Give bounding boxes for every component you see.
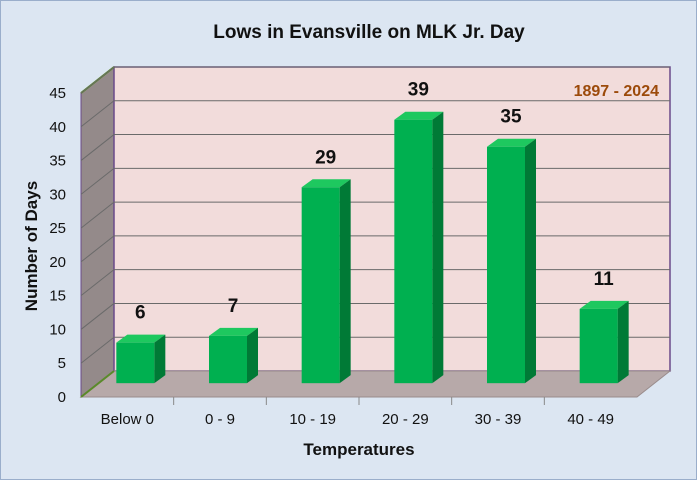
x-tick-label: 20 - 29 [382,411,429,428]
x-tick-label: 0 - 9 [205,411,235,428]
x-axis-label: Temperatures [303,440,414,459]
wall-edge-bottom [80,370,115,398]
data-label: 39 [408,80,429,101]
y-tick-label: 40 [49,119,66,136]
y-axis-ticks: 0 5 10 15 20 25 30 35 40 45 [49,85,66,406]
y-tick-label: 35 [49,153,66,170]
bar [209,327,258,384]
chart-title: Lows in Evansville on MLK Jr. Day [213,22,525,43]
bars [116,111,629,384]
y-tick-label: 20 [49,254,66,271]
bar-side [154,334,166,384]
data-label: 11 [594,269,615,290]
x-tick-label: 30 - 39 [475,411,522,428]
y-tick-label: 15 [49,288,66,305]
bar [487,138,536,384]
x-tick-label: 10 - 19 [289,411,336,428]
bar-front [394,119,433,384]
bar-side [339,179,351,384]
bar-front [116,342,155,384]
data-label: 7 [228,296,239,317]
bar-side [617,300,629,384]
bar-side [525,138,536,384]
bar-front [579,308,618,384]
y-tick-label: 10 [49,321,66,338]
gridline-side [80,66,115,94]
gridline-side [80,100,115,128]
bar-top [301,179,351,188]
x-tick-label: 40 - 49 [567,411,614,428]
bar-front [301,187,340,384]
bar-top [394,111,444,120]
data-labels: 6 7 29 39 35 11 [135,80,614,324]
bar-top [579,300,629,309]
bar-side [432,111,444,384]
gridlines [80,66,670,364]
data-label: 35 [500,107,522,128]
y-tick-label: 25 [49,220,66,237]
gridline-side [80,336,115,364]
y-axis-label: Number of Days [22,181,41,311]
bar-top [209,327,258,336]
bar-top [116,334,166,343]
bar-side [247,327,258,384]
y-tick-label: 0 [58,389,66,406]
y-tick-label: 45 [49,85,66,102]
gridline-side [80,134,115,161]
bar-front [209,335,247,384]
y-tick-label: 5 [58,355,66,372]
chart-walls [79,65,672,399]
bar [579,300,629,384]
gridline-side [80,269,115,297]
data-label: 29 [315,147,336,168]
x-axis-ticks: Below 0 0 - 9 10 - 19 20 - 29 30 - 39 40 - 49 [101,397,614,428]
bar [116,334,166,384]
y-tick-label: 30 [49,186,66,203]
side-wall [80,65,115,399]
bar [301,179,351,384]
gridline-side [80,201,115,229]
gridline-side [80,303,115,330]
gridline-side [80,235,115,263]
bar-top [487,138,536,147]
gridline-side [80,167,115,195]
back-wall [113,66,671,372]
x-tick-label: Below 0 [101,411,154,428]
bar [394,111,444,384]
data-label: 6 [135,303,146,324]
year-range-annotation: 1897 - 2024 [574,83,660,100]
bar-front [487,146,525,384]
